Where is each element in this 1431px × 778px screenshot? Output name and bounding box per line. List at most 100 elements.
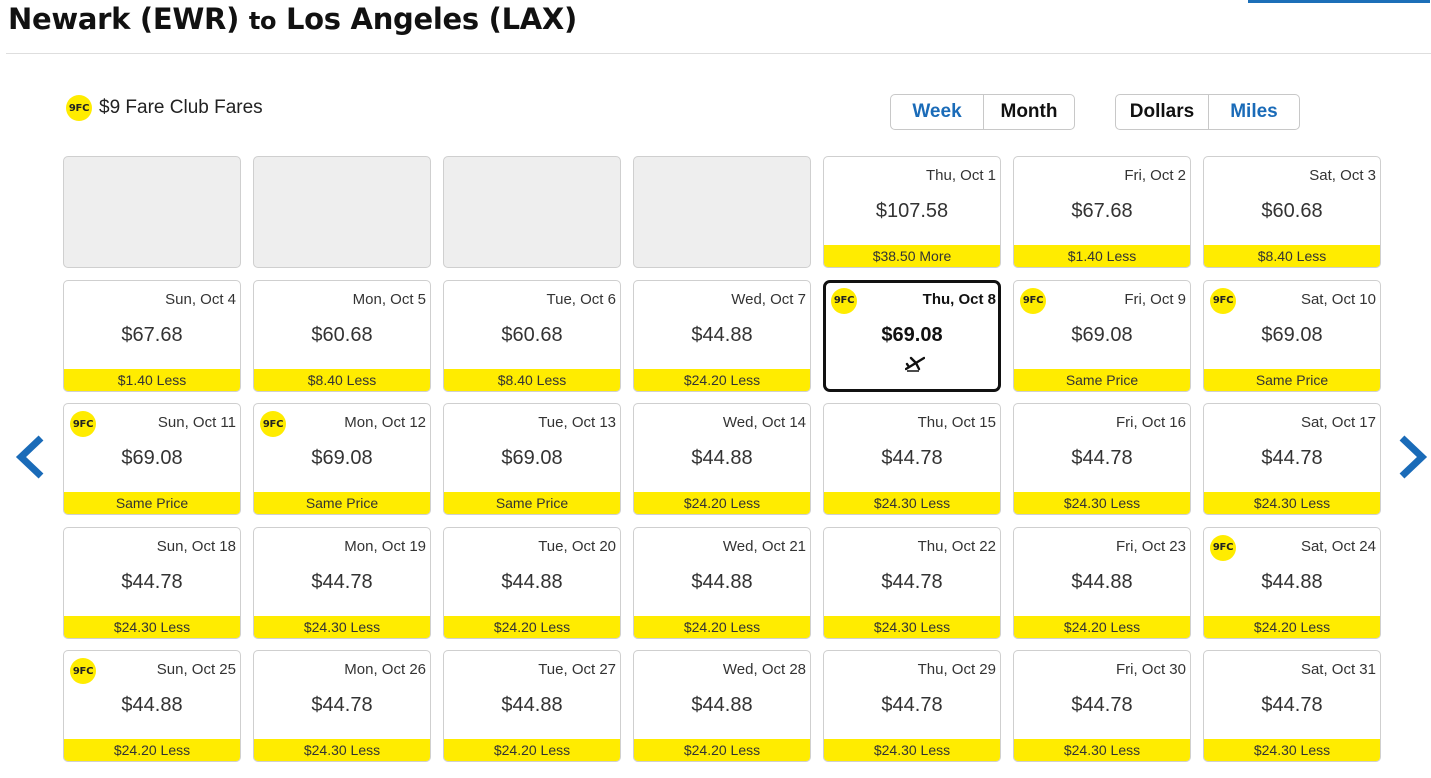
fare-club-badge: 9FC (70, 411, 96, 437)
day-date: Thu, Oct 29 (917, 661, 996, 678)
day-cell[interactable]: Thu, Oct 15 $44.78 $24.30 Less (823, 403, 1001, 515)
day-cell[interactable]: 9FC Mon, Oct 12 $69.08 Same Price (253, 403, 431, 515)
day-price: $44.78 (1071, 447, 1133, 469)
dollars-button[interactable]: Dollars (1129, 101, 1195, 122)
day-cell[interactable]: Tue, Oct 27 $44.88 $24.20 Less (443, 650, 621, 762)
day-date: Tue, Oct 13 (538, 414, 616, 431)
day-date: Thu, Oct 22 (917, 537, 996, 555)
miles-button[interactable]: Miles (1208, 95, 1299, 129)
price-difference: $24.30 Less (1014, 492, 1190, 514)
day-date: Fri, Oct 16 (1115, 414, 1186, 431)
day-cell[interactable]: Mon, Oct 26 $44.78 $24.30 Less (253, 650, 431, 762)
price-difference: $24.20 Less (634, 615, 810, 638)
day-date: Mon, Oct 12 (344, 414, 426, 431)
day-cell[interactable]: Sat, Oct 17 $44.78 $24.30 Less (1203, 403, 1381, 515)
day-cell[interactable]: Fri, Oct 23 $44.88 $24.20 Less (1013, 526, 1191, 639)
day-price: $69.08 (311, 447, 373, 469)
day-cell[interactable]: Fri, Oct 2 $67.68 $1.40 Less (1013, 156, 1191, 268)
day-price: $107.58 (875, 200, 949, 222)
day-cell[interactable]: 9FC Sat, Oct 24 $44.88 $24.20 Less (1203, 526, 1381, 639)
day-cell[interactable]: Wed, Oct 21 $44.88 $24.20 Less (633, 526, 811, 639)
day-price: $44.88 (691, 570, 753, 593)
day-cell[interactable]: Mon, Oct 5 $60.68 $8.40 Less (253, 279, 431, 392)
empty-day-cell (633, 156, 811, 268)
day-cell[interactable]: Tue, Oct 20 $44.88 $24.20 Less (443, 526, 621, 639)
header-accent-bar (1248, 0, 1430, 3)
origin-label: Newark (EWR) (8, 2, 240, 36)
day-date: Sat, Oct 3 (1309, 167, 1376, 184)
day-cell[interactable]: Thu, Oct 22 $44.78 $24.30 Less (823, 526, 1001, 639)
day-cell[interactable]: Sat, Oct 31 $44.78 $24.30 Less (1203, 650, 1381, 762)
price-difference: $24.30 Less (824, 739, 1000, 761)
to-label: to (248, 7, 277, 35)
day-cell[interactable]: Wed, Oct 7 $44.88 $24.20 Less (633, 279, 811, 392)
day-price: $67.68 (1071, 200, 1133, 222)
day-cell[interactable]: Sun, Oct 18 $44.78 $24.30 Less (63, 526, 241, 639)
day-date: Thu, Oct 15 (917, 414, 996, 431)
price-difference: $24.30 Less (1204, 492, 1380, 514)
day-price: $67.68 (121, 323, 183, 346)
day-price: $69.08 (121, 447, 183, 469)
day-date: Mon, Oct 26 (344, 661, 426, 678)
day-cell[interactable]: Tue, Oct 6 $60.68 $8.40 Less (443, 279, 621, 392)
day-cell[interactable]: Thu, Oct 29 $44.78 $24.30 Less (823, 650, 1001, 762)
price-difference: $8.40 Less (254, 368, 430, 391)
day-price: $69.08 (501, 447, 563, 469)
day-price: $44.88 (1071, 570, 1133, 593)
fare-club-badge: 9FC (260, 411, 286, 437)
day-price: $44.78 (311, 694, 373, 716)
day-date: Fri, Oct 30 (1115, 661, 1186, 678)
day-cell[interactable]: Fri, Oct 30 $44.78 $24.30 Less (1013, 650, 1191, 762)
day-price: $44.88 (691, 694, 753, 716)
day-cell[interactable]: 9FC Sat, Oct 10 $69.08 Same Price (1203, 279, 1381, 392)
day-cell[interactable]: Wed, Oct 28 $44.88 $24.20 Less (633, 650, 811, 762)
day-cell[interactable]: Thu, Oct 1 $107.58 $38.50 More (823, 156, 1001, 268)
page-title: Newark (EWR) to Los Angeles (LAX) (8, 2, 577, 36)
day-cell[interactable]: 9FC Sun, Oct 25 $44.88 $24.20 Less (63, 650, 241, 762)
price-difference: Same Price (1204, 368, 1380, 391)
day-price: $60.68 (501, 323, 563, 346)
chevron-left-icon[interactable] (14, 434, 48, 480)
day-cell[interactable]: Wed, Oct 14 $44.88 $24.20 Less (633, 403, 811, 515)
day-cell[interactable]: Fri, Oct 16 $44.78 $24.30 Less (1013, 403, 1191, 515)
price-difference: $24.30 Less (254, 615, 430, 638)
month-view-button[interactable]: Month (983, 95, 1074, 129)
day-date: Sun, Oct 4 (165, 290, 236, 308)
price-difference: $1.40 Less (1014, 245, 1190, 267)
day-price: $44.88 (501, 694, 563, 716)
day-date: Wed, Oct 21 (722, 537, 806, 555)
day-cell[interactable]: Tue, Oct 13 $69.08 Same Price (443, 403, 621, 515)
chevron-right-icon[interactable] (1395, 434, 1429, 480)
price-difference: $24.20 Less (634, 368, 810, 391)
day-cell[interactable]: 9FC Sun, Oct 11 $69.08 Same Price (63, 403, 241, 515)
day-price: $44.78 (1261, 694, 1323, 716)
day-date: Tue, Oct 20 (538, 537, 616, 555)
day-cell[interactable]: Sat, Oct 3 $60.68 $8.40 Less (1203, 156, 1381, 268)
empty-day-cell (443, 156, 621, 268)
day-date: Wed, Oct 7 (731, 290, 806, 308)
day-cell[interactable]: 9FC Fri, Oct 9 $69.08 Same Price (1013, 279, 1191, 392)
empty-day-cell (253, 156, 431, 268)
day-date: Sat, Oct 24 (1300, 537, 1376, 555)
day-date: Sun, Oct 18 (156, 537, 236, 555)
fare-club-badge: 9FC (1210, 287, 1236, 314)
day-price: $44.78 (121, 570, 183, 593)
selected-day-cell[interactable]: 9FC Thu, Oct 8 $69.08 (823, 279, 1001, 392)
day-cell[interactable]: Mon, Oct 19 $44.78 $24.30 Less (253, 526, 431, 639)
empty-day-cell (63, 156, 241, 268)
week-view-button[interactable]: Week (912, 101, 962, 122)
price-difference: $8.40 Less (444, 368, 620, 391)
price-difference: Same Price (64, 492, 240, 514)
fare-calendar: Thu, Oct 1 $107.58 $38.50 More Fri, Oct 2 $6… (63, 156, 1381, 762)
day-date: Sat, Oct 31 (1300, 661, 1376, 678)
day-cell[interactable]: Sun, Oct 4 $67.68 $1.40 Less (63, 279, 241, 392)
day-price: $44.88 (501, 570, 563, 593)
day-date: Wed, Oct 14 (722, 414, 806, 431)
day-date: Sat, Oct 17 (1300, 414, 1376, 431)
price-difference: $24.30 Less (64, 615, 240, 638)
price-difference: $24.20 Less (634, 492, 810, 514)
currency-toggle: Dollars Miles (1115, 94, 1300, 130)
day-price: $44.88 (1261, 570, 1323, 593)
fare-club-badge: 9FC (1210, 534, 1236, 561)
fare-club-badge: 9FC (831, 287, 857, 314)
